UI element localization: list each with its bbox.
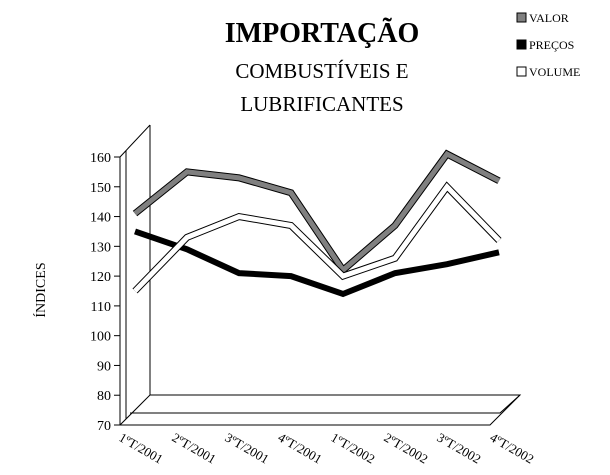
legend-swatch <box>516 66 527 77</box>
y-tick-label: 70 <box>97 419 111 434</box>
line <box>134 228 500 298</box>
y-tick-label: 90 <box>97 359 111 374</box>
y-axis-label: ÍNDICES <box>32 262 49 317</box>
legend-swatch <box>516 39 527 50</box>
chart-subtitle: LUBRIFICANTES <box>240 92 403 116</box>
x-tick-label: 4ºT/2002 <box>488 430 537 467</box>
x-tick-label: 2ºT/2001 <box>170 430 219 467</box>
series <box>132 181 502 294</box>
x-tick-label: 2ºT/2002 <box>382 430 431 467</box>
y-tick-label: 130 <box>90 240 111 255</box>
x-tick-label: 4ºT/2001 <box>276 430 325 467</box>
x-tick-label: 1ºT/2001 <box>117 430 166 467</box>
y-tick-label: 140 <box>90 211 111 226</box>
y-tick-label: 160 <box>90 151 111 166</box>
x-tick-label: 3ºT/2001 <box>223 430 272 467</box>
y-tick-label: 110 <box>91 300 111 315</box>
legend-swatch <box>516 12 527 23</box>
legend-label: VALOR <box>529 11 569 25</box>
line <box>133 150 501 274</box>
series <box>132 149 501 276</box>
x-tick-label: 3ºT/2002 <box>435 430 484 467</box>
line <box>133 182 501 293</box>
chart-title: IMPORTAÇÃO <box>225 18 419 49</box>
chart-subtitle: COMBUSTÍVEIS E <box>235 59 408 83</box>
series <box>134 228 500 298</box>
y-tick-label: 100 <box>90 330 111 345</box>
chart-frame <box>119 124 522 426</box>
x-tick-label: 1ºT/2002 <box>329 430 378 467</box>
y-tick-label: 120 <box>90 270 111 285</box>
legend-label: PREÇOS <box>529 38 574 52</box>
legend-label: VOLUME <box>529 65 580 79</box>
y-tick-label: 150 <box>90 181 111 196</box>
y-tick-label: 80 <box>97 389 111 404</box>
